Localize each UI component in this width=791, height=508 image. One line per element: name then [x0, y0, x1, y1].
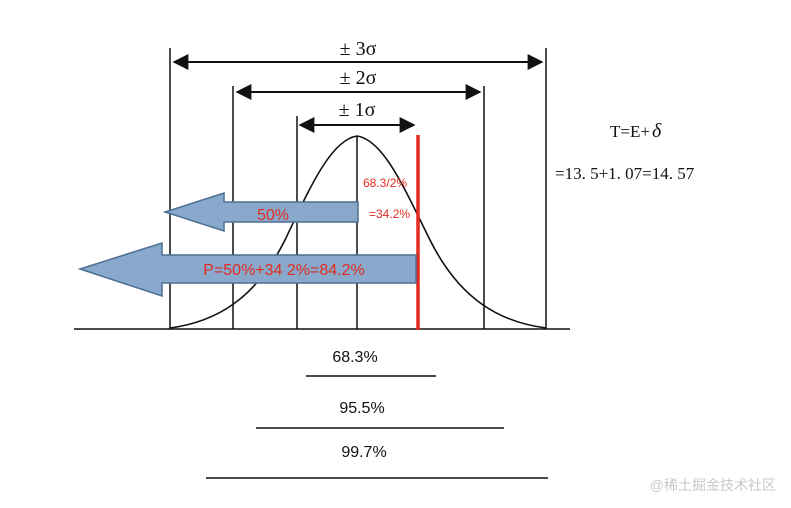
label-pm1sigma: ± 1σ — [339, 99, 376, 121]
normal-curve — [169, 135, 547, 329]
watermark: @稀土掘金技术社区 — [650, 477, 776, 493]
arrow-84-percent-label: P=50%+34 2%=84.2% — [203, 262, 364, 279]
note-68-3-half: 68.3/2% — [363, 176, 407, 190]
coverage-68-3: 68.3% — [332, 349, 377, 366]
arrow-50-percent — [162, 191, 359, 233]
arrow-50-percent-label: 50% — [257, 207, 289, 224]
formula-delta: δ — [652, 120, 662, 142]
coverage-99-7: 99.7% — [341, 444, 386, 461]
label-pm3sigma: ± 3σ — [340, 38, 377, 60]
arrow-84-percent — [77, 241, 417, 298]
label-pm2sigma: ± 2σ — [340, 67, 377, 89]
formula-line-1: T=E+ δ — [610, 120, 662, 142]
formula-prefix: T=E+ — [610, 122, 650, 141]
note-34-2: =34.2% — [369, 207, 410, 221]
formula-line-2: =13. 5+1. 07=14. 57 — [555, 164, 695, 183]
coverage-95-5: 95.5% — [339, 400, 384, 417]
